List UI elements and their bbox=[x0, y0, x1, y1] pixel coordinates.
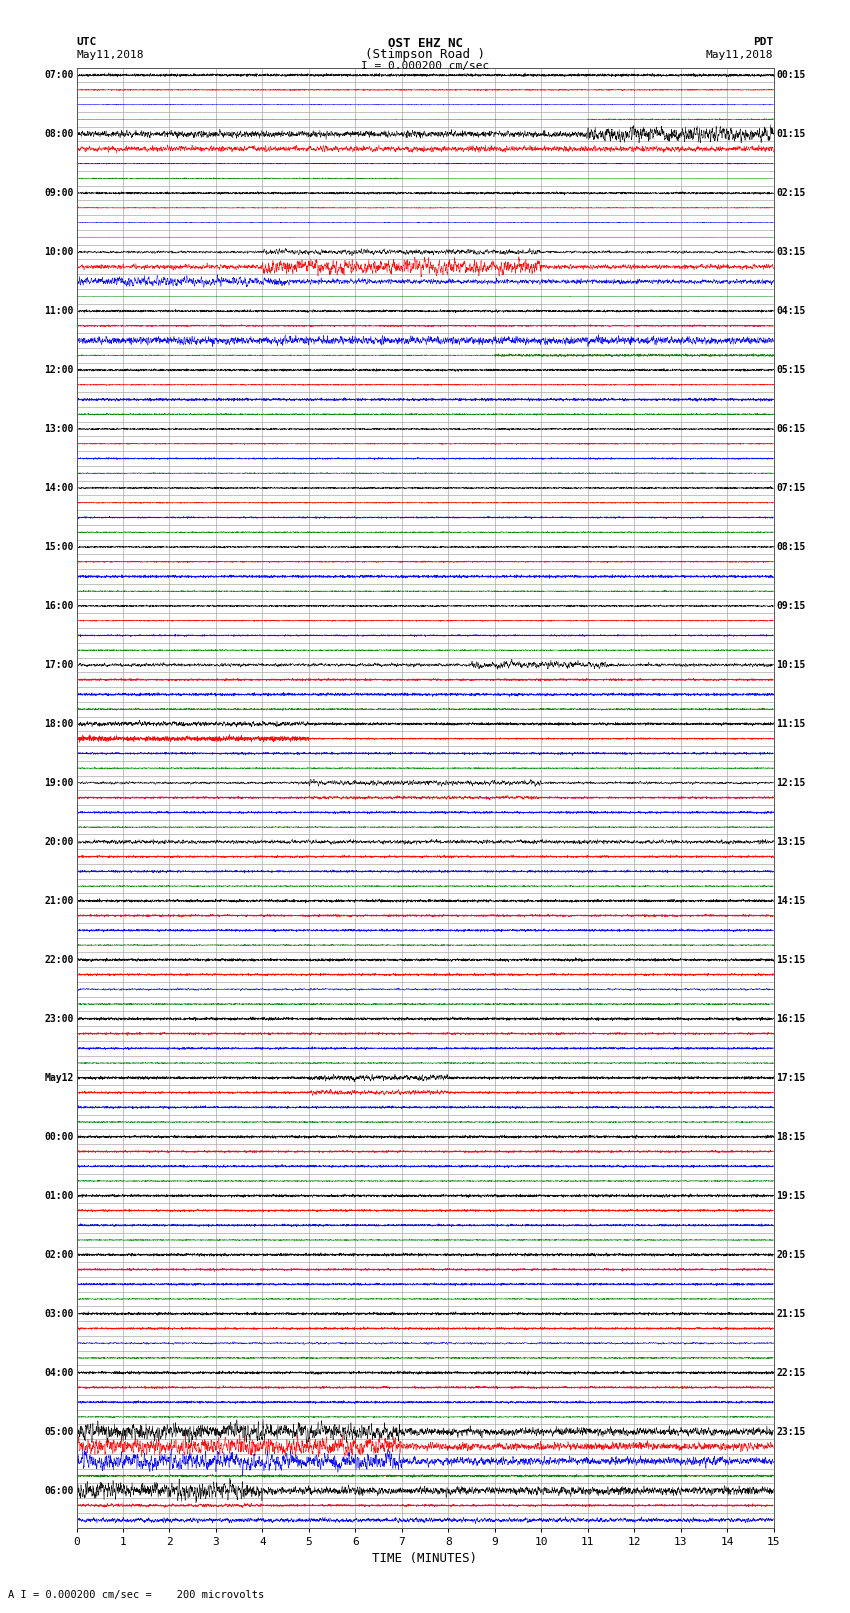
Text: 21:15: 21:15 bbox=[776, 1308, 806, 1319]
Text: 09:15: 09:15 bbox=[776, 602, 806, 611]
Text: I = 0.000200 cm/sec: I = 0.000200 cm/sec bbox=[361, 61, 489, 71]
Text: 22:15: 22:15 bbox=[776, 1368, 806, 1378]
Text: 08:15: 08:15 bbox=[776, 542, 806, 552]
Text: 05:00: 05:00 bbox=[44, 1426, 74, 1437]
Text: 20:00: 20:00 bbox=[44, 837, 74, 847]
Text: 02:15: 02:15 bbox=[776, 189, 806, 198]
Text: UTC: UTC bbox=[76, 37, 97, 47]
Text: 07:00: 07:00 bbox=[44, 69, 74, 81]
Text: 17:15: 17:15 bbox=[776, 1073, 806, 1082]
Text: PDT: PDT bbox=[753, 37, 774, 47]
Text: 10:15: 10:15 bbox=[776, 660, 806, 669]
Text: 18:00: 18:00 bbox=[44, 719, 74, 729]
Text: 00:00: 00:00 bbox=[44, 1132, 74, 1142]
Text: 22:00: 22:00 bbox=[44, 955, 74, 965]
Text: 01:15: 01:15 bbox=[776, 129, 806, 139]
Text: 16:15: 16:15 bbox=[776, 1015, 806, 1024]
X-axis label: TIME (MINUTES): TIME (MINUTES) bbox=[372, 1552, 478, 1565]
Text: 11:15: 11:15 bbox=[776, 719, 806, 729]
Text: 12:00: 12:00 bbox=[44, 365, 74, 374]
Text: 04:00: 04:00 bbox=[44, 1368, 74, 1378]
Text: May11,2018: May11,2018 bbox=[76, 50, 144, 60]
Text: May11,2018: May11,2018 bbox=[706, 50, 774, 60]
Text: 23:00: 23:00 bbox=[44, 1015, 74, 1024]
Text: 03:15: 03:15 bbox=[776, 247, 806, 256]
Text: OST EHZ NC: OST EHZ NC bbox=[388, 37, 462, 50]
Text: 08:00: 08:00 bbox=[44, 129, 74, 139]
Text: 21:00: 21:00 bbox=[44, 895, 74, 907]
Text: 04:15: 04:15 bbox=[776, 306, 806, 316]
Text: 06:00: 06:00 bbox=[44, 1486, 74, 1495]
Text: A I = 0.000200 cm/sec =    200 microvolts: A I = 0.000200 cm/sec = 200 microvolts bbox=[8, 1590, 264, 1600]
Text: 14:00: 14:00 bbox=[44, 482, 74, 494]
Text: 15:00: 15:00 bbox=[44, 542, 74, 552]
Text: 01:00: 01:00 bbox=[44, 1190, 74, 1200]
Text: 09:00: 09:00 bbox=[44, 189, 74, 198]
Text: 11:00: 11:00 bbox=[44, 306, 74, 316]
Text: 14:15: 14:15 bbox=[776, 895, 806, 907]
Text: 23:15: 23:15 bbox=[776, 1426, 806, 1437]
Text: 19:00: 19:00 bbox=[44, 777, 74, 787]
Text: 10:00: 10:00 bbox=[44, 247, 74, 256]
Text: May12: May12 bbox=[44, 1073, 74, 1082]
Text: 19:15: 19:15 bbox=[776, 1190, 806, 1200]
Text: (Stimpson Road ): (Stimpson Road ) bbox=[365, 48, 485, 61]
Text: 15:15: 15:15 bbox=[776, 955, 806, 965]
Text: 03:00: 03:00 bbox=[44, 1308, 74, 1319]
Text: 00:15: 00:15 bbox=[776, 69, 806, 81]
Text: 17:00: 17:00 bbox=[44, 660, 74, 669]
Text: 07:15: 07:15 bbox=[776, 482, 806, 494]
Text: 16:00: 16:00 bbox=[44, 602, 74, 611]
Text: 13:15: 13:15 bbox=[776, 837, 806, 847]
Text: 13:00: 13:00 bbox=[44, 424, 74, 434]
Text: 02:00: 02:00 bbox=[44, 1250, 74, 1260]
Text: 06:15: 06:15 bbox=[776, 424, 806, 434]
Text: 20:15: 20:15 bbox=[776, 1250, 806, 1260]
Text: 18:15: 18:15 bbox=[776, 1132, 806, 1142]
Text: 12:15: 12:15 bbox=[776, 777, 806, 787]
Text: 05:15: 05:15 bbox=[776, 365, 806, 374]
